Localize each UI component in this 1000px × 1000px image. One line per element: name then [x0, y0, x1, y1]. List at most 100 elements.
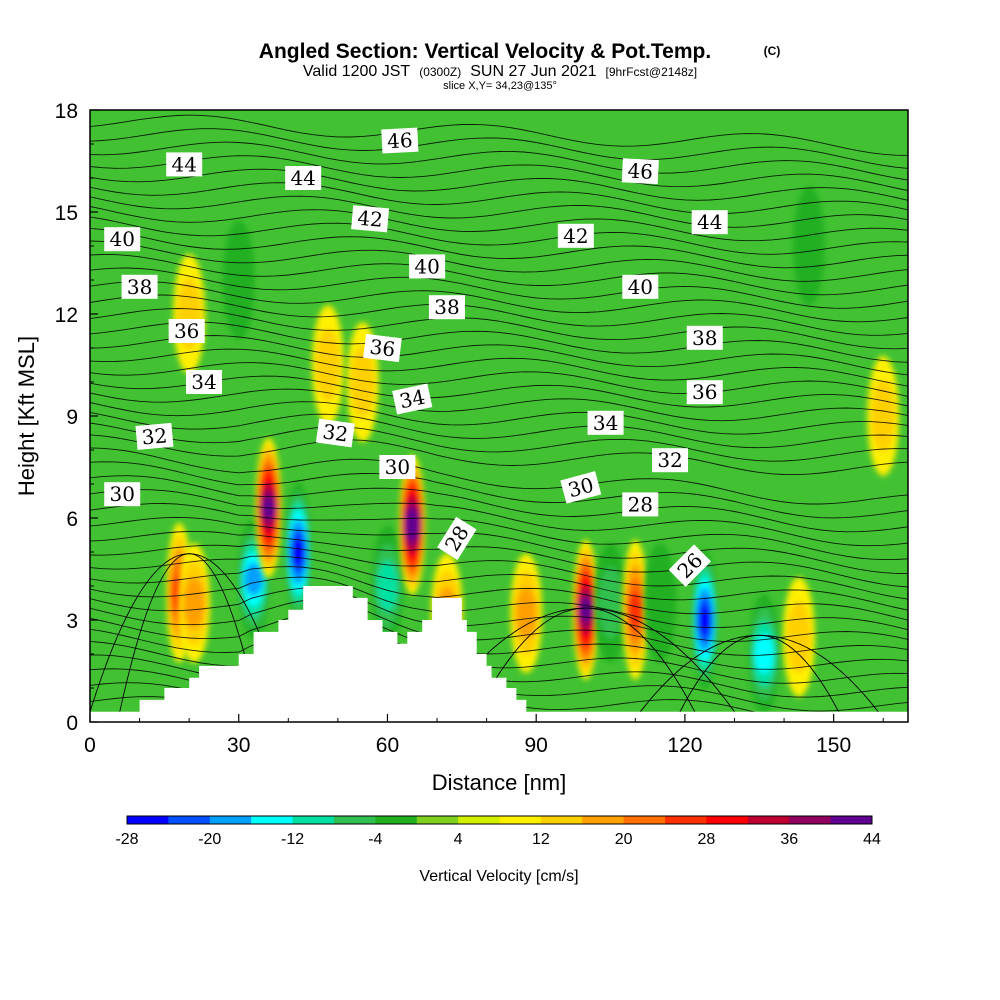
contour-label-box: [379, 455, 416, 479]
contour-label: 30: [379, 455, 416, 479]
colorbar-swatch: [706, 816, 749, 824]
contour-label-text: 32: [321, 419, 350, 446]
y-axis-label: Height [Kft MSL]: [14, 336, 39, 496]
contour-label: 36: [686, 380, 723, 405]
w-band: [598, 567, 623, 639]
contour-label-text: 36: [368, 335, 396, 362]
contour-label-box: [428, 295, 465, 320]
contour-label-box: [315, 418, 355, 448]
theta-contour: [90, 544, 908, 600]
theta-contour: [90, 566, 908, 621]
contour-label-box: [437, 516, 477, 561]
contour-label-text: 32: [657, 448, 682, 472]
contour-label: 46: [381, 127, 419, 154]
w-band: [315, 329, 341, 401]
velocity-field: [166, 186, 900, 714]
theta-contour: [639, 635, 879, 713]
y-tick-label: 12: [55, 304, 78, 327]
contour-label-text: 32: [141, 423, 168, 449]
theta-contour: [90, 294, 908, 336]
contour-label: 38: [428, 295, 465, 320]
w-band: [754, 634, 774, 674]
colorbar-swatch: [251, 816, 293, 824]
contour-label: 34: [392, 383, 433, 415]
theta-contour: [90, 489, 908, 547]
theta-contour: [90, 206, 908, 242]
contour-label: 46: [621, 158, 659, 185]
colorbar-swatch: [789, 816, 832, 824]
contour-label: 44: [166, 152, 203, 177]
contour-label-box: [691, 210, 728, 235]
contour-label-text: 40: [628, 275, 653, 299]
colorbar-tick-label: 4: [454, 831, 463, 848]
contour-label: 32: [315, 418, 355, 448]
contour-label: 30: [104, 482, 141, 507]
contour-label-box: [652, 448, 689, 473]
theta-contour: [90, 155, 908, 191]
colorbar-tick-label: 12: [532, 831, 550, 848]
valid-line: Valid 1200 JST (0300Z) SUN 27 Jun 2021 […: [303, 63, 697, 80]
y-tick-label: 9: [66, 406, 78, 429]
contour-label: 28: [622, 492, 659, 517]
contour-label-box: [409, 254, 446, 279]
slice-info: slice X,Y= 34,23@135°: [443, 80, 557, 92]
x-tick-label: 120: [667, 734, 702, 757]
theta-contour: [90, 128, 908, 169]
w-band: [579, 598, 593, 621]
colorbar-tick-label: -4: [368, 831, 382, 848]
colorbar-frame: [126, 815, 873, 825]
w-cell: [867, 356, 900, 476]
contour-label-box: [686, 325, 723, 350]
w-band: [350, 346, 375, 418]
contour-label: 44: [285, 166, 322, 190]
theta-contour: [90, 216, 908, 255]
w-band: [244, 562, 263, 596]
contour-label-box: [121, 274, 158, 299]
contour-label-box: [392, 383, 433, 415]
w-cell: [644, 543, 677, 663]
theta-contour: [90, 422, 908, 462]
w-cell: [371, 526, 404, 646]
contour-label-box: [621, 158, 659, 185]
w-band: [697, 606, 712, 634]
contour-label-text: 46: [627, 159, 654, 184]
w-band: [376, 560, 398, 612]
w-cell: [311, 305, 344, 425]
theta-contour: [90, 530, 908, 588]
colorbar-swatch: [416, 816, 459, 824]
theta-contour: [90, 308, 908, 350]
colorbar-tick-label: 28: [698, 831, 716, 848]
contour-label-box: [686, 380, 723, 405]
contour-label-box: [168, 319, 205, 343]
colorbar-tick-label: -12: [281, 831, 304, 848]
contour-label: 32: [135, 422, 174, 450]
contour-label: 34: [587, 410, 624, 435]
theta-contour: [90, 516, 908, 574]
contour-label-text: 40: [109, 227, 134, 251]
theta-contour: [90, 475, 908, 533]
w-band: [291, 538, 305, 566]
x-axis: 0 30 60 90 120 150: [84, 714, 884, 757]
contour-label-box: [104, 227, 141, 252]
contour-label-box: [668, 544, 712, 587]
w-band: [792, 186, 825, 306]
theta-contour: [90, 227, 908, 269]
colorbar-tick-label: 20: [615, 831, 633, 848]
w-band: [871, 380, 896, 452]
theta-contour: [90, 576, 908, 631]
x-tick-label: 150: [816, 734, 851, 757]
x-axis-label: Distance [nm]: [432, 770, 567, 795]
contour-label-text: 38: [127, 275, 152, 299]
chart-title: Angled Section: Vertical Velocity & Pot.…: [259, 40, 711, 63]
contour-label: 36: [168, 319, 205, 343]
theta-contour: [90, 587, 908, 642]
contour-label-text: 46: [387, 128, 414, 153]
contour-label-text: 38: [692, 326, 717, 350]
y-tick-label: 6: [66, 508, 78, 531]
y-tick-label: 0: [66, 712, 78, 735]
contour-label-text: 30: [385, 455, 410, 479]
contour-label: 38: [121, 274, 158, 299]
colorbar-label: Vertical Velocity [cm/s]: [419, 868, 578, 885]
contour-label-box: [622, 274, 659, 299]
